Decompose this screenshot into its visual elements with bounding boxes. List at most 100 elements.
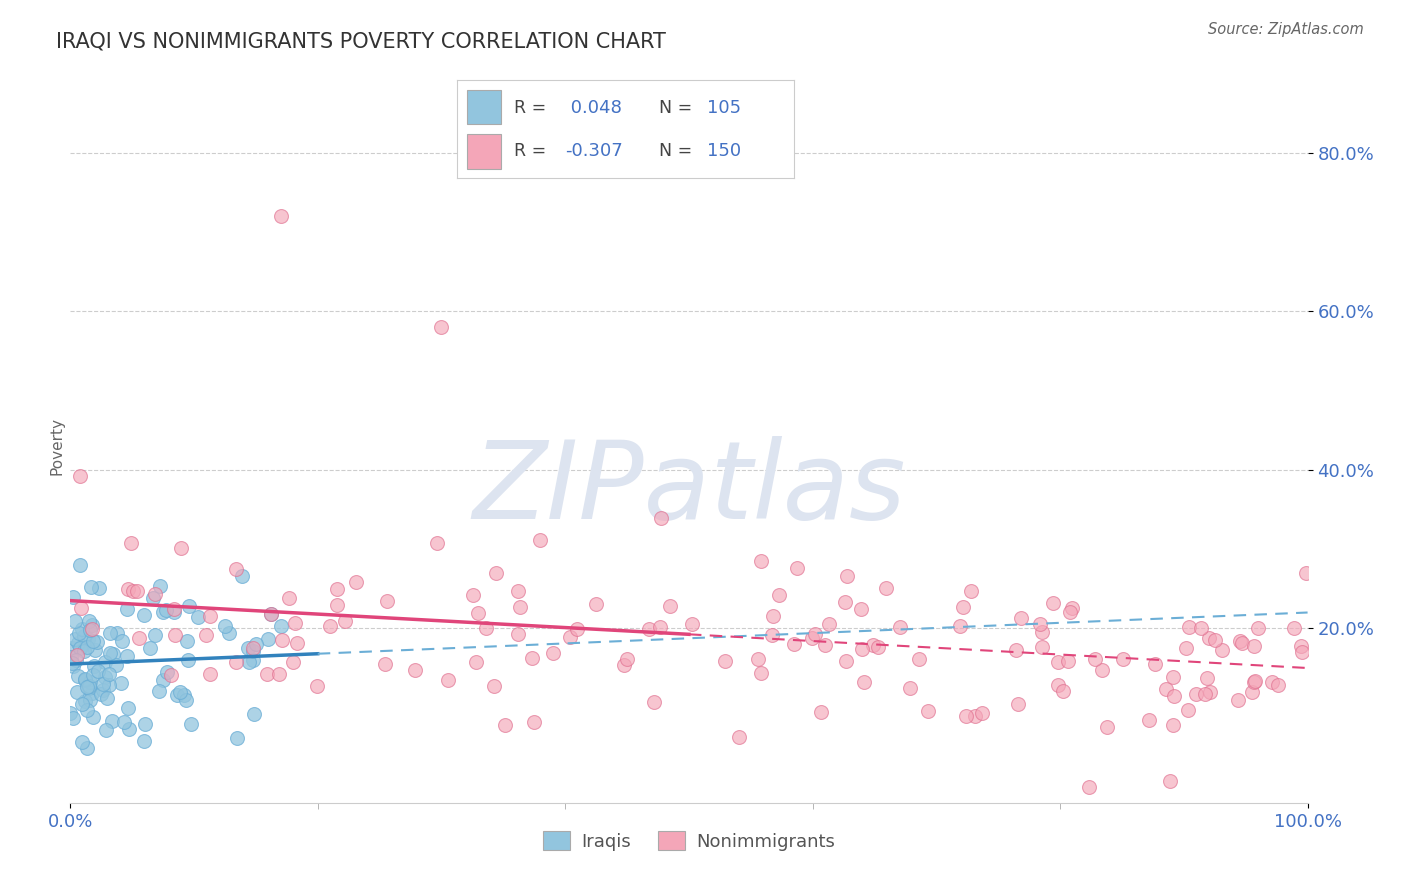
Point bbox=[585, 597, 607, 611]
Point bbox=[70, 735, 93, 749]
Point bbox=[149, 578, 172, 592]
Point bbox=[242, 707, 264, 722]
Point bbox=[430, 320, 453, 334]
Point bbox=[177, 653, 200, 667]
Point bbox=[73, 673, 96, 688]
Point bbox=[494, 717, 516, 731]
Point bbox=[63, 632, 86, 647]
Point bbox=[851, 642, 873, 657]
Point bbox=[1229, 634, 1251, 648]
Point bbox=[749, 554, 772, 568]
Point bbox=[616, 652, 638, 666]
Point bbox=[59, 706, 82, 720]
Point bbox=[529, 533, 551, 547]
Point bbox=[817, 617, 839, 632]
Point bbox=[426, 536, 449, 550]
Point bbox=[1154, 682, 1177, 697]
Point bbox=[484, 566, 506, 580]
Point bbox=[1052, 684, 1074, 698]
Point bbox=[1291, 645, 1313, 659]
Point bbox=[86, 634, 108, 648]
Text: N =: N = bbox=[659, 99, 699, 117]
Point bbox=[613, 658, 636, 673]
Point bbox=[245, 637, 267, 651]
Point bbox=[508, 626, 530, 640]
Point bbox=[79, 693, 101, 707]
Point bbox=[565, 622, 588, 636]
Point bbox=[163, 605, 186, 619]
Point bbox=[118, 723, 141, 737]
Point bbox=[200, 608, 222, 623]
Point bbox=[1178, 620, 1201, 634]
Point bbox=[70, 623, 93, 637]
Point bbox=[160, 668, 183, 682]
Point bbox=[1010, 611, 1032, 625]
Point bbox=[90, 687, 112, 701]
Point bbox=[104, 658, 127, 673]
Point bbox=[97, 678, 120, 692]
Point bbox=[1189, 621, 1212, 635]
Point bbox=[1062, 601, 1084, 615]
Point bbox=[849, 602, 872, 616]
Point bbox=[142, 591, 165, 606]
Point bbox=[970, 706, 993, 720]
Point bbox=[62, 659, 84, 673]
Point bbox=[96, 691, 118, 706]
Point bbox=[520, 651, 543, 665]
Point bbox=[76, 741, 98, 756]
Point bbox=[155, 665, 177, 680]
Point bbox=[506, 584, 529, 599]
Point bbox=[80, 685, 103, 699]
Point bbox=[134, 717, 156, 731]
Point bbox=[173, 688, 195, 702]
Point bbox=[163, 628, 186, 642]
Point bbox=[82, 668, 104, 682]
Point bbox=[659, 599, 682, 613]
Point bbox=[259, 607, 281, 621]
Point bbox=[1227, 693, 1250, 707]
Point bbox=[79, 675, 101, 690]
Point bbox=[79, 679, 101, 693]
Point bbox=[105, 626, 128, 640]
Point bbox=[187, 610, 209, 624]
Point bbox=[1161, 670, 1184, 684]
Point bbox=[238, 641, 260, 656]
Point bbox=[242, 644, 264, 658]
Text: -0.307: -0.307 bbox=[565, 142, 623, 160]
Point bbox=[82, 634, 104, 648]
Point bbox=[270, 619, 292, 633]
Point bbox=[1197, 671, 1219, 685]
Point bbox=[98, 646, 121, 660]
Point bbox=[1204, 632, 1226, 647]
Point bbox=[1198, 631, 1220, 645]
Point bbox=[75, 694, 97, 708]
Point bbox=[681, 617, 703, 632]
Text: Source: ZipAtlas.com: Source: ZipAtlas.com bbox=[1208, 22, 1364, 37]
Point bbox=[835, 654, 858, 668]
Point bbox=[77, 681, 100, 695]
Point bbox=[152, 605, 174, 619]
Point bbox=[464, 656, 486, 670]
Point bbox=[120, 536, 142, 550]
Point bbox=[132, 734, 155, 748]
Point bbox=[152, 673, 174, 688]
Point bbox=[1097, 720, 1119, 734]
Point bbox=[110, 675, 132, 690]
Point bbox=[195, 627, 218, 641]
Point bbox=[115, 648, 138, 663]
Point bbox=[87, 665, 110, 679]
Point bbox=[761, 628, 783, 642]
Point bbox=[80, 622, 103, 636]
Point bbox=[1247, 621, 1270, 635]
Point bbox=[169, 685, 191, 699]
Point bbox=[1059, 605, 1081, 619]
Point bbox=[231, 568, 253, 582]
Point bbox=[834, 595, 856, 609]
Point bbox=[1046, 655, 1069, 669]
Point bbox=[955, 709, 977, 723]
Point bbox=[76, 680, 98, 694]
Point bbox=[1007, 697, 1029, 711]
Point bbox=[1031, 640, 1053, 655]
Point bbox=[326, 582, 349, 596]
Bar bbox=[467, 134, 501, 169]
